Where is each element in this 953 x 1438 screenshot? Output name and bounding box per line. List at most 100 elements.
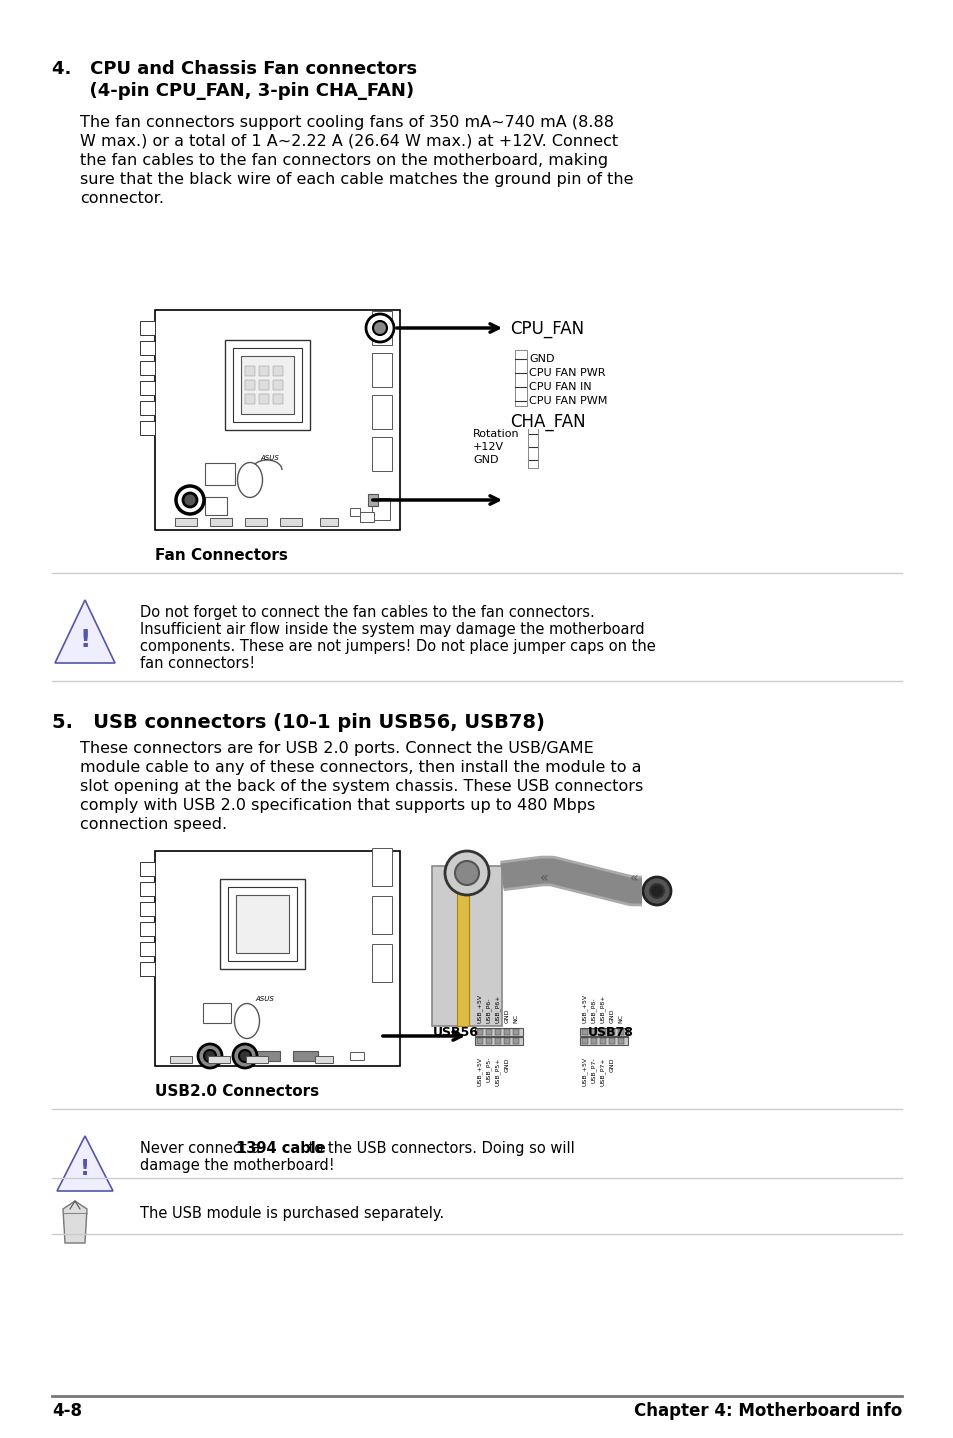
Bar xyxy=(140,401,154,416)
Text: 5.   USB connectors (10-1 pin USB56, USB78): 5. USB connectors (10-1 pin USB56, USB78… xyxy=(52,713,544,732)
Text: USB_P5-: USB_P5- xyxy=(486,1057,492,1083)
Text: USB56: USB56 xyxy=(433,1025,478,1040)
Text: 4-8: 4-8 xyxy=(52,1402,82,1419)
Bar xyxy=(618,1038,623,1044)
Bar xyxy=(350,508,359,516)
Bar xyxy=(280,518,302,526)
Text: +12V: +12V xyxy=(473,441,503,452)
Bar xyxy=(208,1055,230,1063)
Bar xyxy=(140,962,154,976)
Bar xyxy=(174,518,196,526)
Text: USB2.0 Connectors: USB2.0 Connectors xyxy=(154,1084,319,1099)
Bar xyxy=(228,887,296,961)
Bar xyxy=(372,896,392,935)
Bar xyxy=(485,1038,492,1044)
Text: W max.) or a total of 1 A~2.22 A (26.64 W max.) at +12V. Connect: W max.) or a total of 1 A~2.22 A (26.64 … xyxy=(80,134,618,150)
Text: connector.: connector. xyxy=(80,191,164,206)
Bar xyxy=(372,943,392,982)
Text: CPU FAN PWM: CPU FAN PWM xyxy=(529,395,607,406)
Text: «: « xyxy=(629,871,638,884)
Bar xyxy=(245,518,267,526)
Text: USB_P7-: USB_P7- xyxy=(591,1057,597,1083)
Text: USB_P8-: USB_P8- xyxy=(591,998,597,1022)
Bar xyxy=(476,1030,482,1035)
Bar xyxy=(154,851,399,1066)
Text: USB_P7+: USB_P7+ xyxy=(599,1057,605,1086)
Circle shape xyxy=(444,851,489,894)
Bar xyxy=(140,922,154,936)
Text: damage the motherboard!: damage the motherboard! xyxy=(140,1158,335,1173)
Text: !: ! xyxy=(79,628,91,651)
Bar xyxy=(368,495,377,506)
Bar xyxy=(372,437,392,472)
Text: Insufficient air flow inside the system may damage the motherboard: Insufficient air flow inside the system … xyxy=(140,623,644,637)
Bar xyxy=(485,1030,492,1035)
Text: GND: GND xyxy=(473,454,498,464)
Bar xyxy=(503,1030,510,1035)
Text: module cable to any of these connectors, then install the module to a: module cable to any of these connectors,… xyxy=(80,761,640,775)
Bar xyxy=(170,1055,192,1063)
Bar xyxy=(233,348,302,421)
Text: USB_P8+: USB_P8+ xyxy=(599,995,605,1022)
Ellipse shape xyxy=(237,463,262,498)
Text: USB_+5V: USB_+5V xyxy=(581,994,587,1022)
Circle shape xyxy=(649,884,663,897)
Text: NC: NC xyxy=(513,1014,518,1022)
Bar xyxy=(495,1030,500,1035)
Text: Never connect a: Never connect a xyxy=(140,1140,265,1156)
Bar xyxy=(140,942,154,956)
Bar xyxy=(235,894,289,953)
Polygon shape xyxy=(63,1201,87,1242)
Bar xyxy=(476,1038,482,1044)
Text: USB_+5V: USB_+5V xyxy=(581,1057,587,1086)
Bar xyxy=(432,866,501,1025)
Text: GND: GND xyxy=(504,1008,509,1022)
Bar xyxy=(495,1038,500,1044)
Bar xyxy=(258,394,269,404)
Bar xyxy=(210,518,232,526)
Text: comply with USB 2.0 specification that supports up to 480 Mbps: comply with USB 2.0 specification that s… xyxy=(80,798,595,812)
Text: Do not forget to connect the fan cables to the fan connectors.: Do not forget to connect the fan cables … xyxy=(140,605,594,620)
Text: ASUS: ASUS xyxy=(260,454,279,462)
Bar xyxy=(579,1037,627,1045)
Text: CHA_FAN: CHA_FAN xyxy=(510,413,585,431)
Bar xyxy=(608,1038,615,1044)
Bar xyxy=(140,861,154,876)
Circle shape xyxy=(233,1044,256,1068)
Text: GND: GND xyxy=(609,1057,614,1071)
Circle shape xyxy=(198,1044,222,1068)
Polygon shape xyxy=(55,600,115,663)
Bar xyxy=(254,1051,280,1061)
Text: The USB module is purchased separately.: The USB module is purchased separately. xyxy=(140,1206,444,1221)
Text: to the USB connectors. Doing so will: to the USB connectors. Doing so will xyxy=(304,1140,574,1156)
Bar xyxy=(503,1038,510,1044)
Text: CPU_FAN: CPU_FAN xyxy=(510,321,583,338)
Bar xyxy=(599,1038,605,1044)
Bar xyxy=(273,380,283,390)
Bar xyxy=(258,367,269,375)
Bar xyxy=(372,352,392,387)
Bar xyxy=(590,1038,597,1044)
Text: CPU FAN PWR: CPU FAN PWR xyxy=(529,368,605,378)
Text: fan connectors!: fan connectors! xyxy=(140,656,254,672)
Bar xyxy=(140,321,154,335)
Bar xyxy=(475,1028,522,1035)
Bar xyxy=(140,341,154,355)
Bar xyxy=(273,367,283,375)
Bar xyxy=(203,1002,231,1022)
Text: GND: GND xyxy=(609,1008,614,1022)
Bar xyxy=(513,1030,518,1035)
Bar xyxy=(205,463,234,485)
Bar xyxy=(154,311,399,531)
Bar xyxy=(579,1028,627,1035)
Bar xyxy=(246,1055,268,1063)
Text: «: « xyxy=(539,871,548,884)
Circle shape xyxy=(455,861,478,884)
Text: The fan connectors support cooling fans of 350 mA~740 mA (8.88: The fan connectors support cooling fans … xyxy=(80,115,614,129)
Bar xyxy=(245,367,254,375)
Bar xyxy=(350,1053,364,1060)
Text: sure that the black wire of each cable matches the ground pin of the: sure that the black wire of each cable m… xyxy=(80,173,633,187)
Text: !: ! xyxy=(80,1159,90,1179)
Bar xyxy=(319,518,337,526)
Bar xyxy=(456,886,469,1025)
